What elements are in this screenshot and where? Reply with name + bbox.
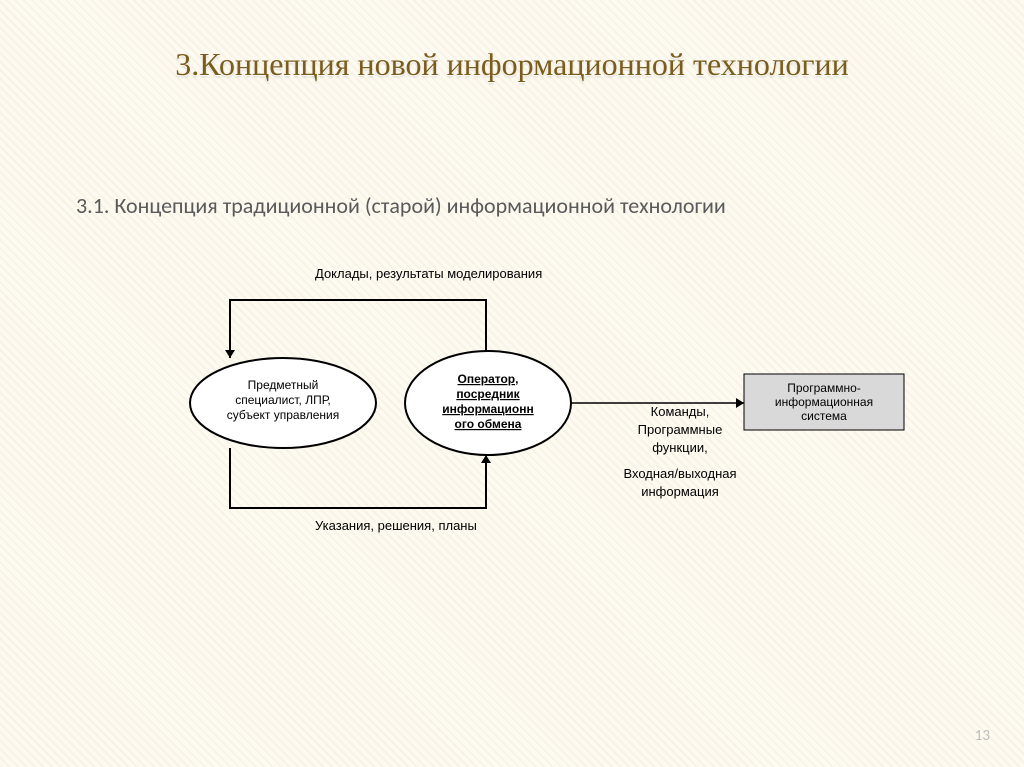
caption-bottom: Указания, решения, планы bbox=[315, 518, 477, 533]
caption-right: Команды,Программныефункции,Входная/выход… bbox=[623, 404, 736, 499]
caption-top: Доклады, результаты моделирования bbox=[315, 266, 542, 281]
concept-diagram: Предметныйспециалист, ЛПР,субъект управл… bbox=[0, 0, 1024, 767]
